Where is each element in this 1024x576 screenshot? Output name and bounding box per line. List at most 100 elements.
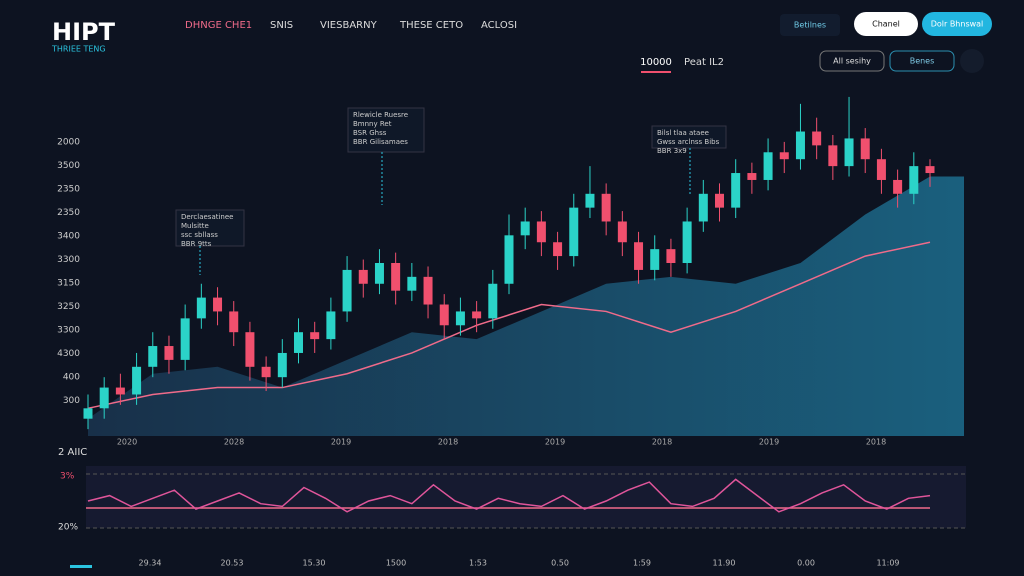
candle-body — [909, 166, 919, 194]
line — [87, 241, 931, 410]
candle-body — [310, 332, 320, 340]
nav-item[interactable]: SNIS — [270, 20, 293, 31]
tab[interactable]: 10000 — [640, 57, 672, 68]
osc-x-label: 0.50 — [551, 559, 569, 568]
candle-body — [731, 173, 741, 208]
annotation-text: Bilsl tlaa ataee — [657, 129, 709, 137]
osc-title: 2 AIIC — [58, 447, 87, 458]
osc-x-label: 11:09 — [876, 559, 899, 568]
osc-x-label: 11.90 — [713, 559, 736, 568]
candle-body — [439, 304, 449, 326]
candle-body — [747, 173, 757, 180]
y-label: 300 — [63, 396, 80, 406]
candle-body — [342, 269, 352, 312]
button[interactable] — [922, 12, 992, 36]
annotation-text: Derclaesatinee — [181, 213, 234, 221]
x-label: 2020 — [117, 438, 137, 447]
x-label: 2018 — [438, 438, 458, 447]
candle-body — [569, 207, 579, 257]
x-label: 2028 — [224, 438, 244, 447]
annotation-text: ssc sbllass — [181, 231, 218, 239]
tab[interactable]: Peat IL2 — [684, 57, 724, 68]
candle-body — [245, 332, 255, 367]
x-label: 2018 — [866, 438, 886, 447]
nav-item[interactable]: THESE CETO — [399, 20, 463, 31]
link[interactable]: Betilnes — [794, 21, 826, 30]
candle-body — [504, 235, 514, 284]
y-label: 2000 — [57, 138, 80, 148]
control-label[interactable]: Benes — [910, 57, 935, 66]
candle-body — [715, 193, 724, 208]
candle-body — [893, 179, 903, 194]
x-label: 2018 — [652, 438, 672, 447]
osc-x-label: 1:59 — [633, 559, 651, 568]
osc-x-label: 1500 — [386, 559, 406, 568]
candle-body — [828, 145, 838, 167]
y-label: 3500 — [57, 161, 80, 171]
annotation-box — [175, 209, 245, 247]
x-label: 2019 — [759, 438, 779, 447]
y-label: 2350 — [57, 208, 80, 218]
logo-sub: THRIEE TENG — [51, 45, 106, 54]
nav-item[interactable]: DHNGE CHE1 — [185, 20, 252, 31]
y-label: 400 — [63, 373, 80, 383]
button[interactable] — [854, 12, 918, 36]
button-label[interactable]: Chanel — [872, 20, 900, 29]
candle-body — [553, 242, 563, 257]
annotation-text: BSR Ghss — [353, 129, 387, 137]
candle-body — [148, 346, 158, 367]
button-label[interactable]: Dolr Bhnswal — [931, 20, 984, 29]
candle-body — [423, 276, 433, 305]
candle-body — [601, 193, 611, 222]
candle-body — [455, 311, 465, 326]
candle-body — [99, 387, 109, 409]
candle-body — [374, 263, 384, 284]
area — [88, 176, 964, 436]
annotation-box — [651, 125, 727, 149]
x-label: 2019 — [331, 438, 351, 447]
candle-body — [132, 366, 142, 395]
candle-body — [391, 263, 401, 291]
candle-body — [180, 318, 190, 360]
annotation-text: BBR 9tts — [181, 240, 212, 248]
osc-label: 20% — [58, 523, 78, 533]
candle-body — [326, 311, 336, 340]
osc-x-label: 29.34 — [139, 559, 162, 568]
y-label: 3250 — [57, 302, 80, 312]
scroll-indicator[interactable] — [70, 565, 92, 568]
control-label[interactable]: All sesihy — [833, 57, 871, 66]
nav-item[interactable]: ACLOSI — [481, 20, 517, 31]
logo: HIPT — [52, 18, 116, 46]
candle-body — [294, 332, 303, 353]
annotation-text: Bmnny Ret — [353, 120, 392, 128]
control[interactable] — [819, 50, 885, 72]
oscillator-panel — [86, 466, 966, 528]
y-label: 3150 — [57, 279, 80, 289]
y-label: 4300 — [57, 349, 80, 359]
candle-body — [536, 221, 546, 243]
candle-body — [164, 346, 174, 360]
candle-body — [666, 249, 676, 263]
candle-body — [925, 166, 935, 174]
candle-body — [472, 311, 482, 319]
control[interactable] — [889, 50, 955, 72]
candle-body — [196, 297, 206, 319]
y-label: 2350 — [57, 185, 80, 195]
candle-body — [682, 221, 692, 263]
nav-item[interactable]: VIESBARNY — [320, 20, 378, 31]
y-label: 3400 — [57, 232, 80, 242]
oscillator-line — [87, 478, 931, 513]
osc-x-label: 1:53 — [469, 559, 487, 568]
settings-button[interactable] — [960, 49, 984, 73]
y-label: 3300 — [57, 255, 80, 265]
y-label: 3300 — [57, 326, 80, 336]
osc-x-label: 20.53 — [221, 559, 244, 568]
annotation-box — [347, 107, 425, 153]
candle-body — [698, 193, 708, 222]
candle-body — [812, 131, 822, 146]
candle-body — [229, 311, 239, 333]
annotation-text: Mulsitte — [181, 222, 209, 230]
annotation-text: BBR 3x9 — [657, 147, 687, 155]
link-bg[interactable] — [780, 14, 840, 36]
